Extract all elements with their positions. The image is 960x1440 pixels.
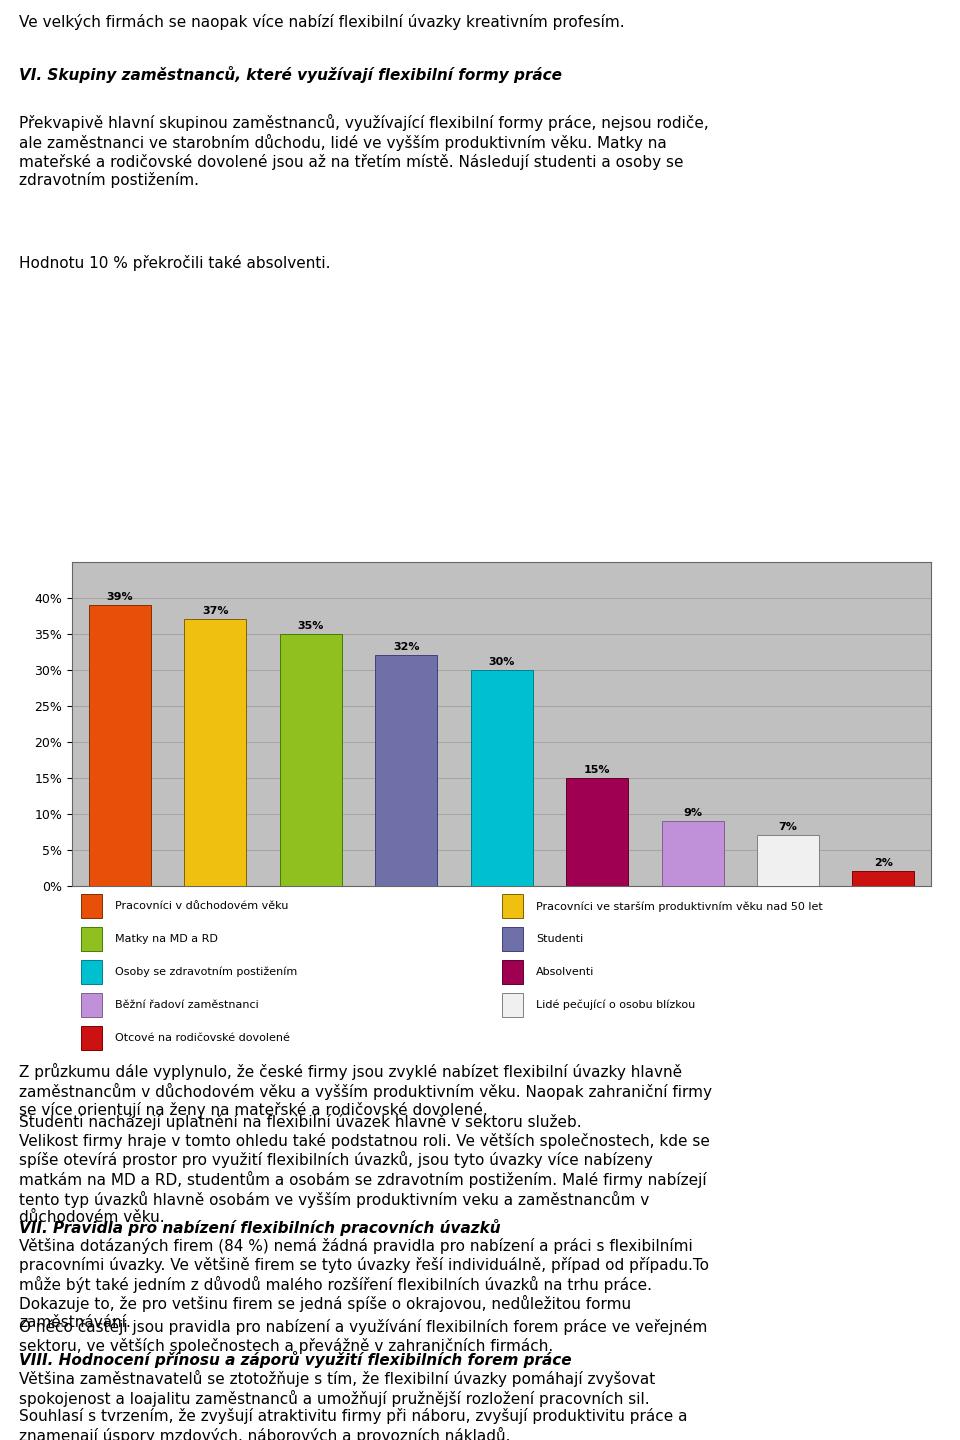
Text: Osoby se zdravotním postižením: Osoby se zdravotním postižením — [115, 966, 298, 978]
Bar — [81, 894, 102, 919]
Bar — [501, 927, 523, 952]
Text: 2%: 2% — [874, 858, 893, 868]
Text: 15%: 15% — [584, 765, 611, 775]
Bar — [184, 619, 246, 886]
Bar — [852, 871, 915, 886]
Bar — [88, 605, 151, 886]
Bar — [375, 655, 437, 886]
Bar — [470, 670, 533, 886]
Text: 37%: 37% — [202, 606, 228, 616]
Text: 30%: 30% — [489, 657, 515, 667]
Text: Otcové na rodičovské dovolené: Otcové na rodičovské dovolené — [115, 1032, 290, 1043]
Text: Většina dotázaných firem (84 %) nemá žádná pravidla pro nabízení a práci s flexi: Většina dotázaných firem (84 %) nemá žád… — [19, 1238, 709, 1329]
Bar — [757, 835, 819, 886]
Text: Překvapivě hlavní skupinou zaměstnanců, využívající flexibilní formy práce, nejs: Překvapivě hlavní skupinou zaměstnanců, … — [19, 114, 708, 189]
Bar — [501, 960, 523, 984]
Text: Matky na MD a RD: Matky na MD a RD — [115, 935, 218, 945]
Text: VI. Skupiny zaměstnanců, které využívají flexibilní formy práce: VI. Skupiny zaměstnanců, které využívají… — [19, 66, 563, 82]
Text: 35%: 35% — [298, 621, 324, 631]
Text: VII. Pravidla pro nabízení flexibilních pracovních úvazků: VII. Pravidla pro nabízení flexibilních … — [19, 1220, 501, 1237]
Text: Studenti: Studenti — [536, 935, 584, 945]
Bar — [501, 894, 523, 919]
Bar — [81, 992, 102, 1017]
Text: O něco častěji jsou pravidla pro nabízení a využívání flexibilních forem práce v: O něco častěji jsou pravidla pro nabízen… — [19, 1319, 708, 1354]
Text: Pracovníci v důchodovém věku: Pracovníci v důchodovém věku — [115, 901, 288, 912]
Text: Souhlasí s tvrzením, že zvyšují atraktivitu firmy při náboru, zvyšují produktivi: Souhlasí s tvrzením, že zvyšují atraktiv… — [19, 1408, 687, 1440]
Text: 7%: 7% — [779, 822, 798, 832]
Text: Z průzkumu dále vyplynulo, že české firmy jsou zvyklé nabízet flexibilní úvazky : Z průzkumu dále vyplynulo, že české firm… — [19, 1063, 712, 1117]
Text: VIII. Hodnocení přínosu a záporů využití flexibilních forem práce: VIII. Hodnocení přínosu a záporů využití… — [19, 1351, 572, 1368]
Bar — [81, 960, 102, 984]
Text: 32%: 32% — [393, 642, 420, 652]
Text: Absolventi: Absolventi — [536, 968, 594, 976]
Text: Lidé pečující o osobu blízkou: Lidé pečující o osobu blízkou — [536, 999, 695, 1009]
Text: Pracovníci ve starším produktivním věku nad 50 let: Pracovníci ve starším produktivním věku … — [536, 901, 823, 912]
Text: 9%: 9% — [683, 808, 702, 818]
Text: Hodnotu 10 % překročili také absolventi.: Hodnotu 10 % překročili také absolventi. — [19, 255, 330, 271]
Bar — [81, 927, 102, 952]
Bar — [501, 992, 523, 1017]
Text: Běžní řadoví zaměstnanci: Běžní řadoví zaměstnanci — [115, 999, 258, 1009]
Text: Studenti nacházejí uplatnění na flexibilní úvazek hlavně v sektoru služeb.: Studenti nacházejí uplatnění na flexibil… — [19, 1113, 582, 1129]
Text: Velikost firmy hraje v tomto ohledu také podstatnou roli. Ve větších společnoste: Velikost firmy hraje v tomto ohledu také… — [19, 1132, 710, 1225]
Bar — [81, 1025, 102, 1050]
Bar — [566, 778, 628, 886]
Text: Ve velkých firmách se naopak více nabízí flexibilní úvazky kreativním profesím.: Ve velkých firmách se naopak více nabízí… — [19, 14, 625, 30]
Text: Většina zaměstnavatelů se ztotožňuje s tím, že flexibilní úvazky pomáhají zvyšov: Většina zaměstnavatelů se ztotožňuje s t… — [19, 1371, 656, 1407]
Bar — [661, 821, 724, 886]
Bar — [279, 634, 342, 886]
Text: 39%: 39% — [107, 592, 133, 602]
